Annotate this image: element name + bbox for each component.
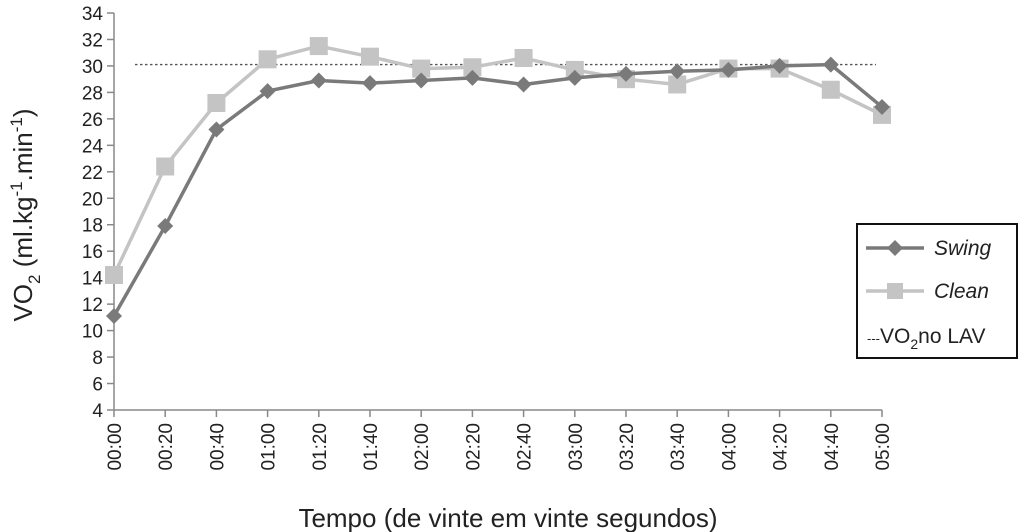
y-axis-title-unit-open: (ml.kg (8, 197, 38, 275)
legend-reference-label: ---VO2no LAV (867, 325, 985, 352)
x-tick-label: 04:40 (822, 423, 843, 471)
data-point-swing (464, 69, 481, 86)
y-axis: 4 6 8 10 12 14 16 18 20 22 24 26 28 30 32 34 (82, 4, 115, 422)
data-point-swing (106, 308, 122, 325)
data-point-clean (258, 50, 277, 69)
data-point-clean (105, 266, 123, 285)
legend-reference-prefix: --- (867, 331, 880, 346)
y-tick-label: 16 (82, 242, 103, 263)
y-tick-label: 22 (82, 163, 103, 184)
x-tick-label: 01:20 (310, 423, 331, 471)
data-point-clean (156, 157, 175, 176)
legend-clean-label: Clean (934, 280, 989, 303)
data-point-clean (514, 48, 533, 67)
data-point-swing (618, 65, 634, 82)
x-tick-label: 02:40 (515, 423, 536, 471)
data-point-swing (157, 218, 174, 235)
y-tick-label: 4 (92, 401, 103, 422)
data-point-swing (669, 63, 686, 80)
data-point-swing (822, 56, 839, 73)
y-axis-title-sup1: -1 (7, 181, 26, 196)
y-tick-label: 10 (82, 322, 103, 343)
series-layer (105, 37, 891, 325)
x-tick-label: 02:20 (463, 423, 484, 471)
data-point-clean (821, 80, 840, 99)
legend-swing-marker (887, 240, 903, 256)
y-axis-title-unit-mid: .min (8, 132, 38, 181)
data-point-clean (207, 93, 226, 112)
data-point-clean (309, 37, 328, 56)
x-tick-label: 04:00 (719, 423, 740, 471)
x-tick-label: 04:20 (771, 423, 792, 471)
legend: Swing Clean ---VO2no LAV (856, 223, 1018, 359)
data-point-swing (566, 69, 583, 86)
legend-reference-main: VO (880, 325, 910, 348)
x-axis-title: Tempo (de vinte em vinte segundos) (298, 503, 717, 532)
x-tick-label: 03:40 (668, 423, 689, 471)
series-line-swing (112, 62, 884, 317)
y-tick-label: 34 (82, 4, 104, 25)
data-point-swing (362, 75, 378, 92)
y-axis-title: VO2 (ml.kg-1.min-1) (7, 108, 44, 321)
y-axis-title-main: VO (8, 284, 38, 322)
data-point-swing (771, 57, 788, 74)
y-tick-label: 14 (82, 269, 104, 290)
x-tick-label: 00:20 (156, 423, 177, 471)
x-tick-label: 05:00 (873, 423, 894, 471)
series-clean (105, 37, 891, 285)
y-tick-label: 24 (82, 136, 104, 157)
x-tick-label: 00:00 (105, 423, 126, 471)
x-tick-label: 02:00 (412, 423, 433, 471)
legend-reference-rest: no LAV (918, 325, 985, 348)
data-point-swing (208, 121, 225, 138)
legend-clean-marker (887, 283, 903, 299)
x-tick-label: 01:40 (361, 423, 382, 471)
data-point-swing (259, 83, 276, 100)
y-axis-title-sub: 2 (25, 275, 44, 284)
x-tick-label: 01:00 (259, 423, 280, 471)
y-tick-label: 28 (82, 83, 103, 104)
x-tick-label: 00:40 (207, 423, 228, 471)
data-point-clean (463, 58, 482, 77)
data-point-swing (874, 98, 890, 115)
y-tick-label: 26 (82, 110, 103, 131)
y-tick-label: 20 (82, 189, 103, 210)
x-axis: 00:00 00:20 00:40 01:00 01:20 01:40 02:00 02:20… (105, 409, 894, 471)
data-point-swing (310, 72, 327, 89)
y-axis-title-unit-close: ) (8, 108, 38, 117)
series-swing (106, 56, 890, 325)
legend-reference-sub: 2 (910, 336, 918, 352)
data-point-swing (720, 61, 737, 78)
y-tick-label: 30 (82, 57, 103, 78)
y-axis-title-sup2: -1 (7, 117, 26, 132)
x-tick-label: 03:00 (566, 423, 587, 471)
y-tick-label: 6 (92, 375, 103, 396)
data-point-swing (413, 72, 430, 89)
data-point-clean (412, 59, 431, 78)
x-tick-label: 03:20 (617, 423, 638, 471)
y-tick-label: 18 (82, 216, 103, 237)
y-tick-label: 32 (82, 30, 103, 51)
y-tick-label: 8 (92, 348, 103, 369)
legend-swing-label: Swing (934, 237, 992, 260)
data-point-clean (668, 75, 687, 94)
y-tick-label: 12 (82, 295, 103, 316)
data-point-clean (361, 47, 379, 66)
data-point-swing (515, 76, 532, 93)
